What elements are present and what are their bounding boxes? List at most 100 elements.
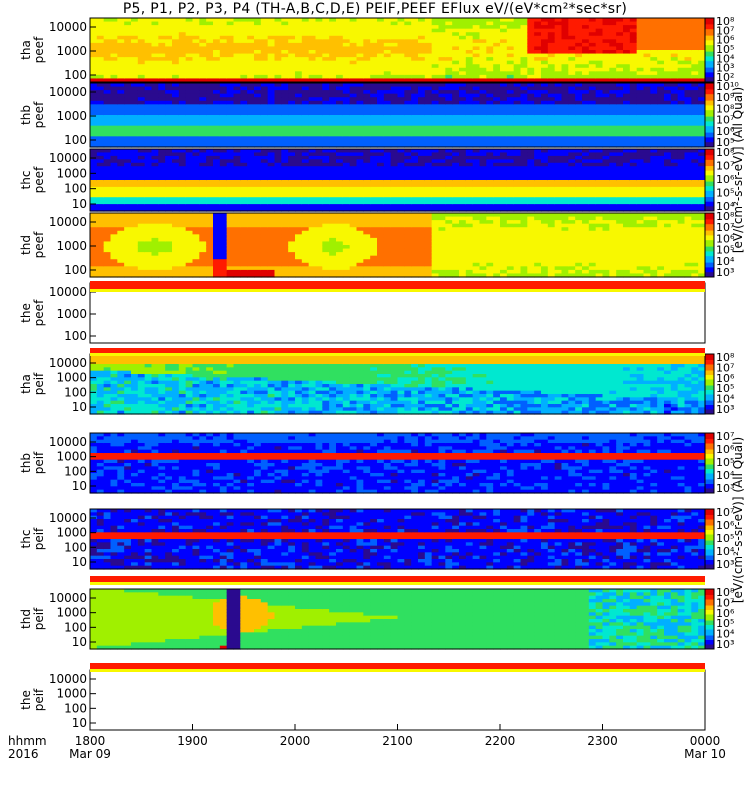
heatmap-cell <box>623 53 631 58</box>
heatmap-cell <box>650 32 658 37</box>
heatmap-cell <box>267 107 276 113</box>
heatmap-cell <box>315 60 323 65</box>
heatmap-cell <box>185 64 194 69</box>
heatmap-cell <box>103 25 112 30</box>
heatmap-cell <box>411 60 419 65</box>
heatmap-cell <box>356 149 364 154</box>
heatmap-cell <box>233 53 241 58</box>
heatmap-cell <box>363 169 371 174</box>
heatmap-cell <box>281 132 289 137</box>
heatmap-cell <box>301 60 310 65</box>
heatmap-cell <box>698 132 706 137</box>
heatmap-cell <box>103 118 112 123</box>
heatmap-cell <box>636 139 645 145</box>
heatmap-cell <box>445 159 453 164</box>
heatmap-cell <box>698 176 706 181</box>
heatmap-cell <box>137 139 146 145</box>
heatmap-cell <box>595 100 604 105</box>
heatmap-cell <box>643 93 651 98</box>
heatmap-cell <box>247 78 255 83</box>
heatmap-cell <box>172 18 180 23</box>
heatmap-cell <box>411 143 419 148</box>
heatmap-cell <box>623 204 631 209</box>
heatmap-cell <box>568 93 576 98</box>
heatmap-cell <box>158 111 166 116</box>
heatmap-cell <box>479 169 487 174</box>
heatmap-cell <box>541 176 549 181</box>
heatmap-cell <box>240 143 248 148</box>
heatmap-cell <box>226 67 235 72</box>
heatmap-cell <box>677 64 686 69</box>
heatmap-cell <box>178 122 187 127</box>
heatmap-cell <box>178 32 187 37</box>
heatmap-cell <box>670 122 679 127</box>
heatmap-cell <box>254 67 262 72</box>
heatmap-cell <box>158 129 166 134</box>
heatmap-cell <box>691 104 699 109</box>
heatmap-cell <box>575 100 583 105</box>
heatmap-cell <box>178 60 187 65</box>
heatmap-cell <box>199 107 207 113</box>
heatmap-cell <box>520 176 528 181</box>
heatmap-cell <box>438 166 446 171</box>
heatmap-cell <box>568 129 576 134</box>
heatmap-cell <box>438 97 446 102</box>
heatmap-cell <box>609 200 617 205</box>
heatmap-cell <box>424 78 433 83</box>
heatmap-cell <box>144 90 153 95</box>
heatmap-cell <box>452 74 460 80</box>
colorbar-step <box>705 153 714 156</box>
heatmap-cell <box>233 204 241 209</box>
heatmap-cell <box>254 83 262 88</box>
heatmap-cell <box>616 39 624 44</box>
heatmap-cell <box>438 100 446 105</box>
heatmap-cell <box>616 139 624 145</box>
heatmap-cell <box>308 180 317 185</box>
heatmap-cell <box>513 93 522 98</box>
heatmap-cell <box>390 46 399 51</box>
heatmap-cell <box>301 107 310 113</box>
heatmap-cell <box>137 21 146 26</box>
heatmap-cell <box>418 28 426 33</box>
heatmap-cell <box>472 71 481 76</box>
heatmap-cell <box>267 32 276 37</box>
heatmap-cell <box>452 155 460 160</box>
heatmap-cell <box>213 42 221 48</box>
heatmap-cell <box>281 111 289 116</box>
heatmap-cell <box>445 207 453 212</box>
heatmap-cell <box>301 183 310 188</box>
heatmap-cell <box>260 200 269 205</box>
heatmap-cell <box>588 129 597 134</box>
heatmap-cell <box>90 74 98 80</box>
heatmap-cell <box>322 180 330 185</box>
heatmap-cell <box>411 28 419 33</box>
heatmap-cell <box>411 21 419 26</box>
heatmap-cell <box>582 125 590 130</box>
heatmap-cell <box>588 86 597 91</box>
heatmap-cell <box>424 125 433 130</box>
heatmap-cell <box>288 132 296 137</box>
heatmap-cell <box>267 18 276 23</box>
heatmap-cell <box>643 104 651 109</box>
heatmap-cell <box>636 136 645 141</box>
heatmap-cell <box>452 64 460 69</box>
heatmap-cell <box>390 90 399 95</box>
heatmap-cell <box>199 74 207 80</box>
heatmap-cell <box>165 39 173 44</box>
heatmap-cell <box>295 50 303 55</box>
heatmap-cell <box>158 122 166 127</box>
heatmap-cell <box>370 162 378 167</box>
heatmap-cell <box>500 183 508 188</box>
colorbar-step <box>705 126 714 129</box>
heatmap-cell <box>349 25 358 30</box>
heatmap-cell <box>315 83 323 88</box>
heatmap-cell <box>213 78 221 83</box>
heatmap-cell <box>568 173 576 178</box>
heatmap-cell <box>254 100 262 105</box>
heatmap-cell <box>363 46 371 51</box>
heatmap-cell <box>356 71 364 76</box>
heatmap-cell <box>206 50 214 55</box>
heatmap-cell <box>110 186 118 191</box>
heatmap-cell <box>547 39 556 44</box>
heatmap-cell <box>131 129 139 134</box>
